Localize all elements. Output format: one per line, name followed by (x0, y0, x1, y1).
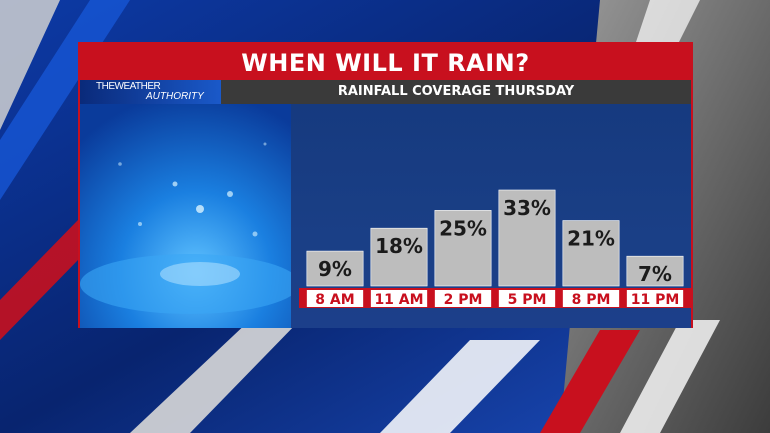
tick-label-bg (370, 290, 428, 307)
chart-title: WHEN WILL IT RAIN? (80, 44, 691, 80)
bar-chart-svg: 9% 8 AM 18% 11 AM 25% 2 PM 33% 5 PM 21% 8 PM 7% 11 … (299, 189, 691, 308)
x-tick-label: 8 AM (315, 292, 354, 308)
bar-8-pm (562, 220, 620, 287)
x-tick-label: 11 AM (374, 292, 423, 308)
x-tick-label: 11 PM (631, 292, 680, 308)
bar-5-pm (498, 189, 556, 287)
tick-label-bg (306, 290, 364, 307)
chart-panel: WHEN WILL IT RAIN? THEWEATHER AUTHORITY … (78, 42, 693, 328)
data-label: 33% (503, 196, 551, 220)
logo-line-1: THEWEATHER (96, 81, 161, 92)
chart-subtitle: RAINFALL COVERAGE THURSDAY (221, 80, 691, 104)
bar-2-pm (434, 210, 492, 287)
bar-8-am (306, 250, 364, 287)
data-label: 21% (567, 227, 615, 251)
tick-label-bg (498, 290, 556, 307)
data-label: 18% (375, 234, 423, 258)
data-label: 7% (638, 262, 672, 286)
logo-line-2: AUTHORITY (146, 91, 204, 102)
bar-11-pm (626, 255, 684, 287)
data-label: 25% (439, 216, 487, 240)
tick-label-bg (626, 290, 684, 307)
x-tick-label: 8 PM (572, 292, 611, 308)
bar-chart: 9% 8 AM 18% 11 AM 25% 2 PM 33% 5 PM 21% 8 PM 7% 11 … (291, 104, 691, 328)
tick-label-bg (562, 290, 620, 307)
x-tick-label: 5 PM (508, 292, 547, 308)
rain-splash-image (80, 104, 291, 328)
tick-label-bg (434, 290, 492, 307)
x-tick-label: 2 PM (444, 292, 483, 308)
bar-11-am (370, 227, 428, 287)
data-label: 9% (318, 257, 352, 281)
station-logo: THEWEATHER AUTHORITY (80, 80, 221, 104)
